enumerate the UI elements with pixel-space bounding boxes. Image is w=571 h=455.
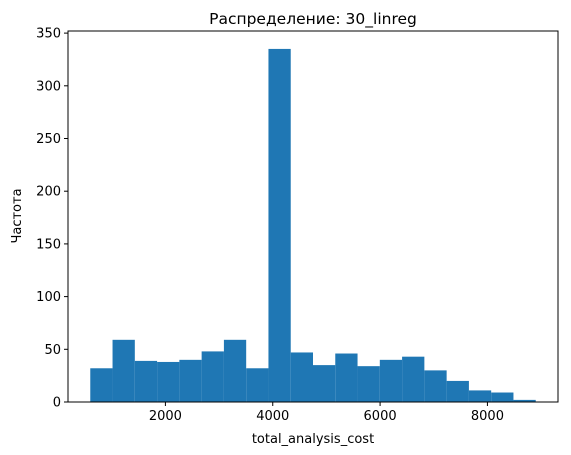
histogram-bar (157, 361, 180, 402)
y-tick-label: 250 (36, 132, 61, 147)
histogram-bar (424, 370, 447, 402)
y-tick-label: 350 (36, 27, 61, 42)
x-axis-label: total_analysis_cost (252, 432, 374, 447)
histogram-bar (513, 399, 536, 402)
histogram-bar (223, 339, 247, 402)
histogram-bar (402, 356, 425, 402)
bars-group (90, 48, 536, 403)
histogram-bar (112, 339, 135, 402)
histogram-bar (134, 360, 158, 402)
x-tick-label: 2000 (149, 409, 182, 424)
x-tick-label: 8000 (471, 409, 504, 424)
y-tick-label: 300 (36, 79, 61, 94)
x-ticks-group: 2000 4000 6000 8000 (149, 402, 504, 424)
histogram-bar (179, 359, 202, 402)
histogram-bar (446, 380, 469, 402)
histogram-bar (246, 368, 269, 402)
y-tick-label: 200 (36, 185, 61, 200)
histogram-bar (290, 352, 313, 402)
histogram-bar (335, 353, 358, 402)
y-ticks-group: 0 50 100 150 200 250 300 350 (36, 27, 68, 411)
x-tick-label: 6000 (364, 409, 397, 424)
histogram-bar (379, 359, 403, 402)
y-axis-label: Частота (10, 188, 25, 243)
y-tick-label: 150 (36, 237, 61, 252)
y-tick-label: 0 (53, 396, 61, 411)
histogram-bar (90, 368, 113, 402)
y-tick-label: 100 (36, 290, 61, 305)
histogram-bar (468, 390, 492, 402)
histogram-bar (313, 365, 336, 402)
histogram-bar (201, 351, 224, 402)
histogram-bar (491, 392, 514, 402)
y-tick-label: 50 (44, 343, 61, 358)
histogram-bar (357, 366, 380, 402)
histogram-bar (268, 48, 291, 403)
chart-title: Распределение: 30_linreg (209, 10, 417, 29)
plot-frame (67, 30, 559, 403)
x-tick-label: 4000 (256, 409, 289, 424)
